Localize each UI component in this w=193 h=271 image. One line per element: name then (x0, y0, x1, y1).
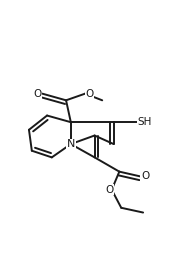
Text: O: O (106, 185, 114, 195)
Text: O: O (86, 89, 94, 99)
Text: O: O (141, 171, 149, 181)
Text: N: N (67, 139, 75, 149)
Text: SH: SH (138, 117, 152, 127)
Text: O: O (33, 89, 42, 99)
